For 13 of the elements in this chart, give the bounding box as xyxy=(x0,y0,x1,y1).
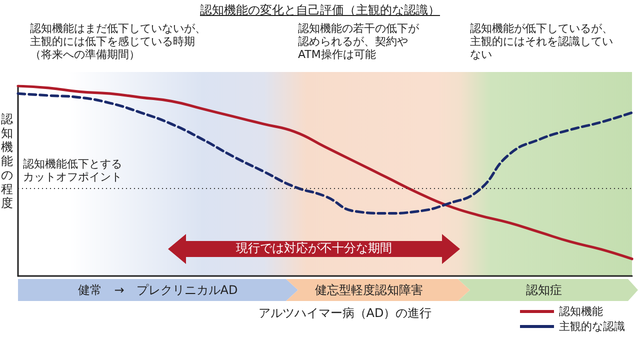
text: 認知症 xyxy=(525,283,563,297)
y-axis-title: 認知機能の程度 xyxy=(1,112,14,210)
legend-label: 主観的な認識 xyxy=(559,320,625,333)
text: 健常 → プレクリニカルAD xyxy=(77,283,239,297)
text: 認知機能の若干の低下が認められるが、契約やATM操作は可能 xyxy=(298,22,420,61)
legend-label: 認知機能 xyxy=(559,305,603,318)
annotation: 現行では対応が不十分な期間 xyxy=(235,241,393,255)
ref-line-label: 認知機能低下とするカットオフポイント xyxy=(23,158,122,184)
text: 認知機能はまだ低下していないが、主観的には低下を感じている時期（将来への準備期間） xyxy=(30,22,207,61)
text: 健忘型軽度認知障害 xyxy=(314,283,424,297)
text: 認知機能が低下しているが、主観的にはそれを認識していない xyxy=(470,22,614,61)
x-axis-title: アルツハイマー病（AD）の進行 xyxy=(257,306,433,320)
chart-title: 認知機能の変化と自己評価（主観的な認識） xyxy=(199,3,441,17)
